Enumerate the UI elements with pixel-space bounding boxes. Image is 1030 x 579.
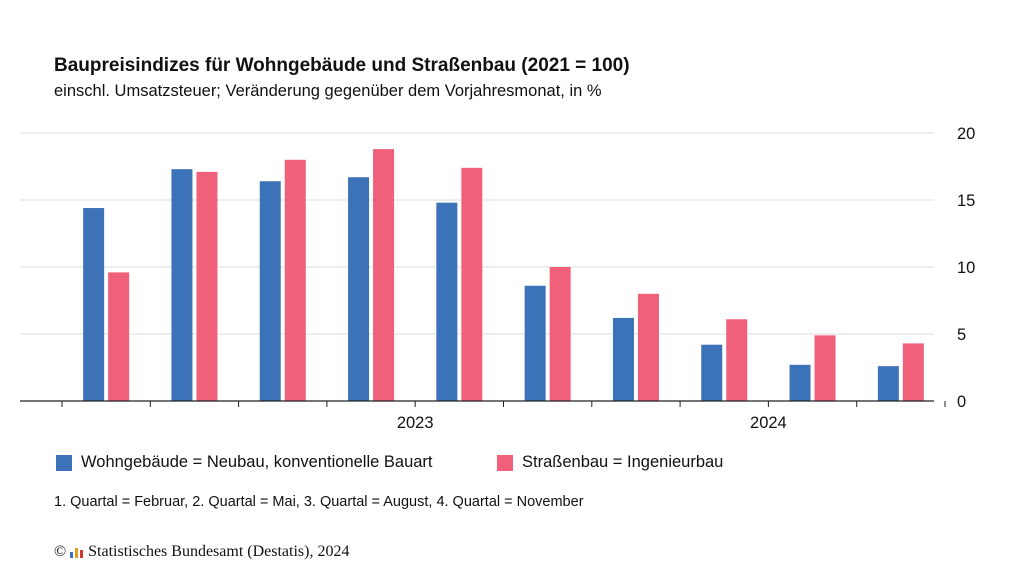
legend-item-strassenbau[interactable]: Straßenbau = Ingenieurbau xyxy=(497,453,723,472)
bar-strassenbau xyxy=(284,159,306,401)
bar-wohngebaeude xyxy=(83,208,105,401)
legend-label-wohngebaeude: Wohngebäude = Neubau, konventionelle Bau… xyxy=(81,453,433,471)
copyright-symbol: © xyxy=(54,543,67,560)
bar-chart: 0 5 10 15 20 2023 2024 xyxy=(20,125,975,432)
bar-wohngebaeude xyxy=(171,169,193,401)
y-tick-label: 0 xyxy=(957,393,966,411)
chart-title: Baupreisindizes für Wohngebäude und Stra… xyxy=(54,55,630,76)
bar-strassenbau xyxy=(196,171,218,401)
bar-wohngebaeude xyxy=(701,344,723,401)
credit-text: Statistisches Bundesamt (Destatis), 2024 xyxy=(88,543,350,560)
y-tick-label: 5 xyxy=(957,326,966,344)
bar-strassenbau xyxy=(814,335,836,401)
bar-strassenbau xyxy=(108,272,130,401)
bar-strassenbau xyxy=(549,267,571,401)
chart-subtitle: einschl. Umsatzsteuer; Veränderung gegen… xyxy=(54,82,602,100)
bar-strassenbau xyxy=(726,319,748,401)
bar-wohngebaeude xyxy=(348,177,370,401)
legend-item-wohngebaeude[interactable]: Wohngebäude = Neubau, konventionelle Bau… xyxy=(56,453,433,472)
bar-wohngebaeude xyxy=(259,181,281,401)
legend: Wohngebäude = Neubau, konventionelle Bau… xyxy=(0,453,1030,477)
bar-strassenbau xyxy=(637,293,659,401)
bar-strassenbau xyxy=(461,167,483,401)
bar-strassenbau xyxy=(373,149,395,401)
y-tick-label: 20 xyxy=(957,125,975,143)
x-tick-label: 2023 xyxy=(397,414,434,432)
y-tick-label: 15 xyxy=(957,192,975,210)
footnote: 1. Quartal = Februar, 2. Quartal = Mai, … xyxy=(54,494,584,510)
legend-label-strassenbau: Straßenbau = Ingenieurbau xyxy=(522,453,724,471)
bar-wohngebaeude xyxy=(877,366,899,401)
legend-swatch-wohngebaeude xyxy=(56,454,72,471)
y-tick-label: 10 xyxy=(957,259,975,277)
source-credit: © Statistisches Bundesamt (Destatis), 20… xyxy=(54,543,349,561)
bar-strassenbau xyxy=(902,343,924,401)
legend-swatch-strassenbau xyxy=(497,454,513,471)
bar-wohngebaeude xyxy=(789,364,811,401)
bar-wohngebaeude xyxy=(524,285,546,401)
bar-wohngebaeude xyxy=(436,202,458,401)
destatis-logo-icon xyxy=(70,548,84,558)
x-tick-label: 2024 xyxy=(750,414,787,432)
bar-wohngebaeude xyxy=(612,317,634,401)
